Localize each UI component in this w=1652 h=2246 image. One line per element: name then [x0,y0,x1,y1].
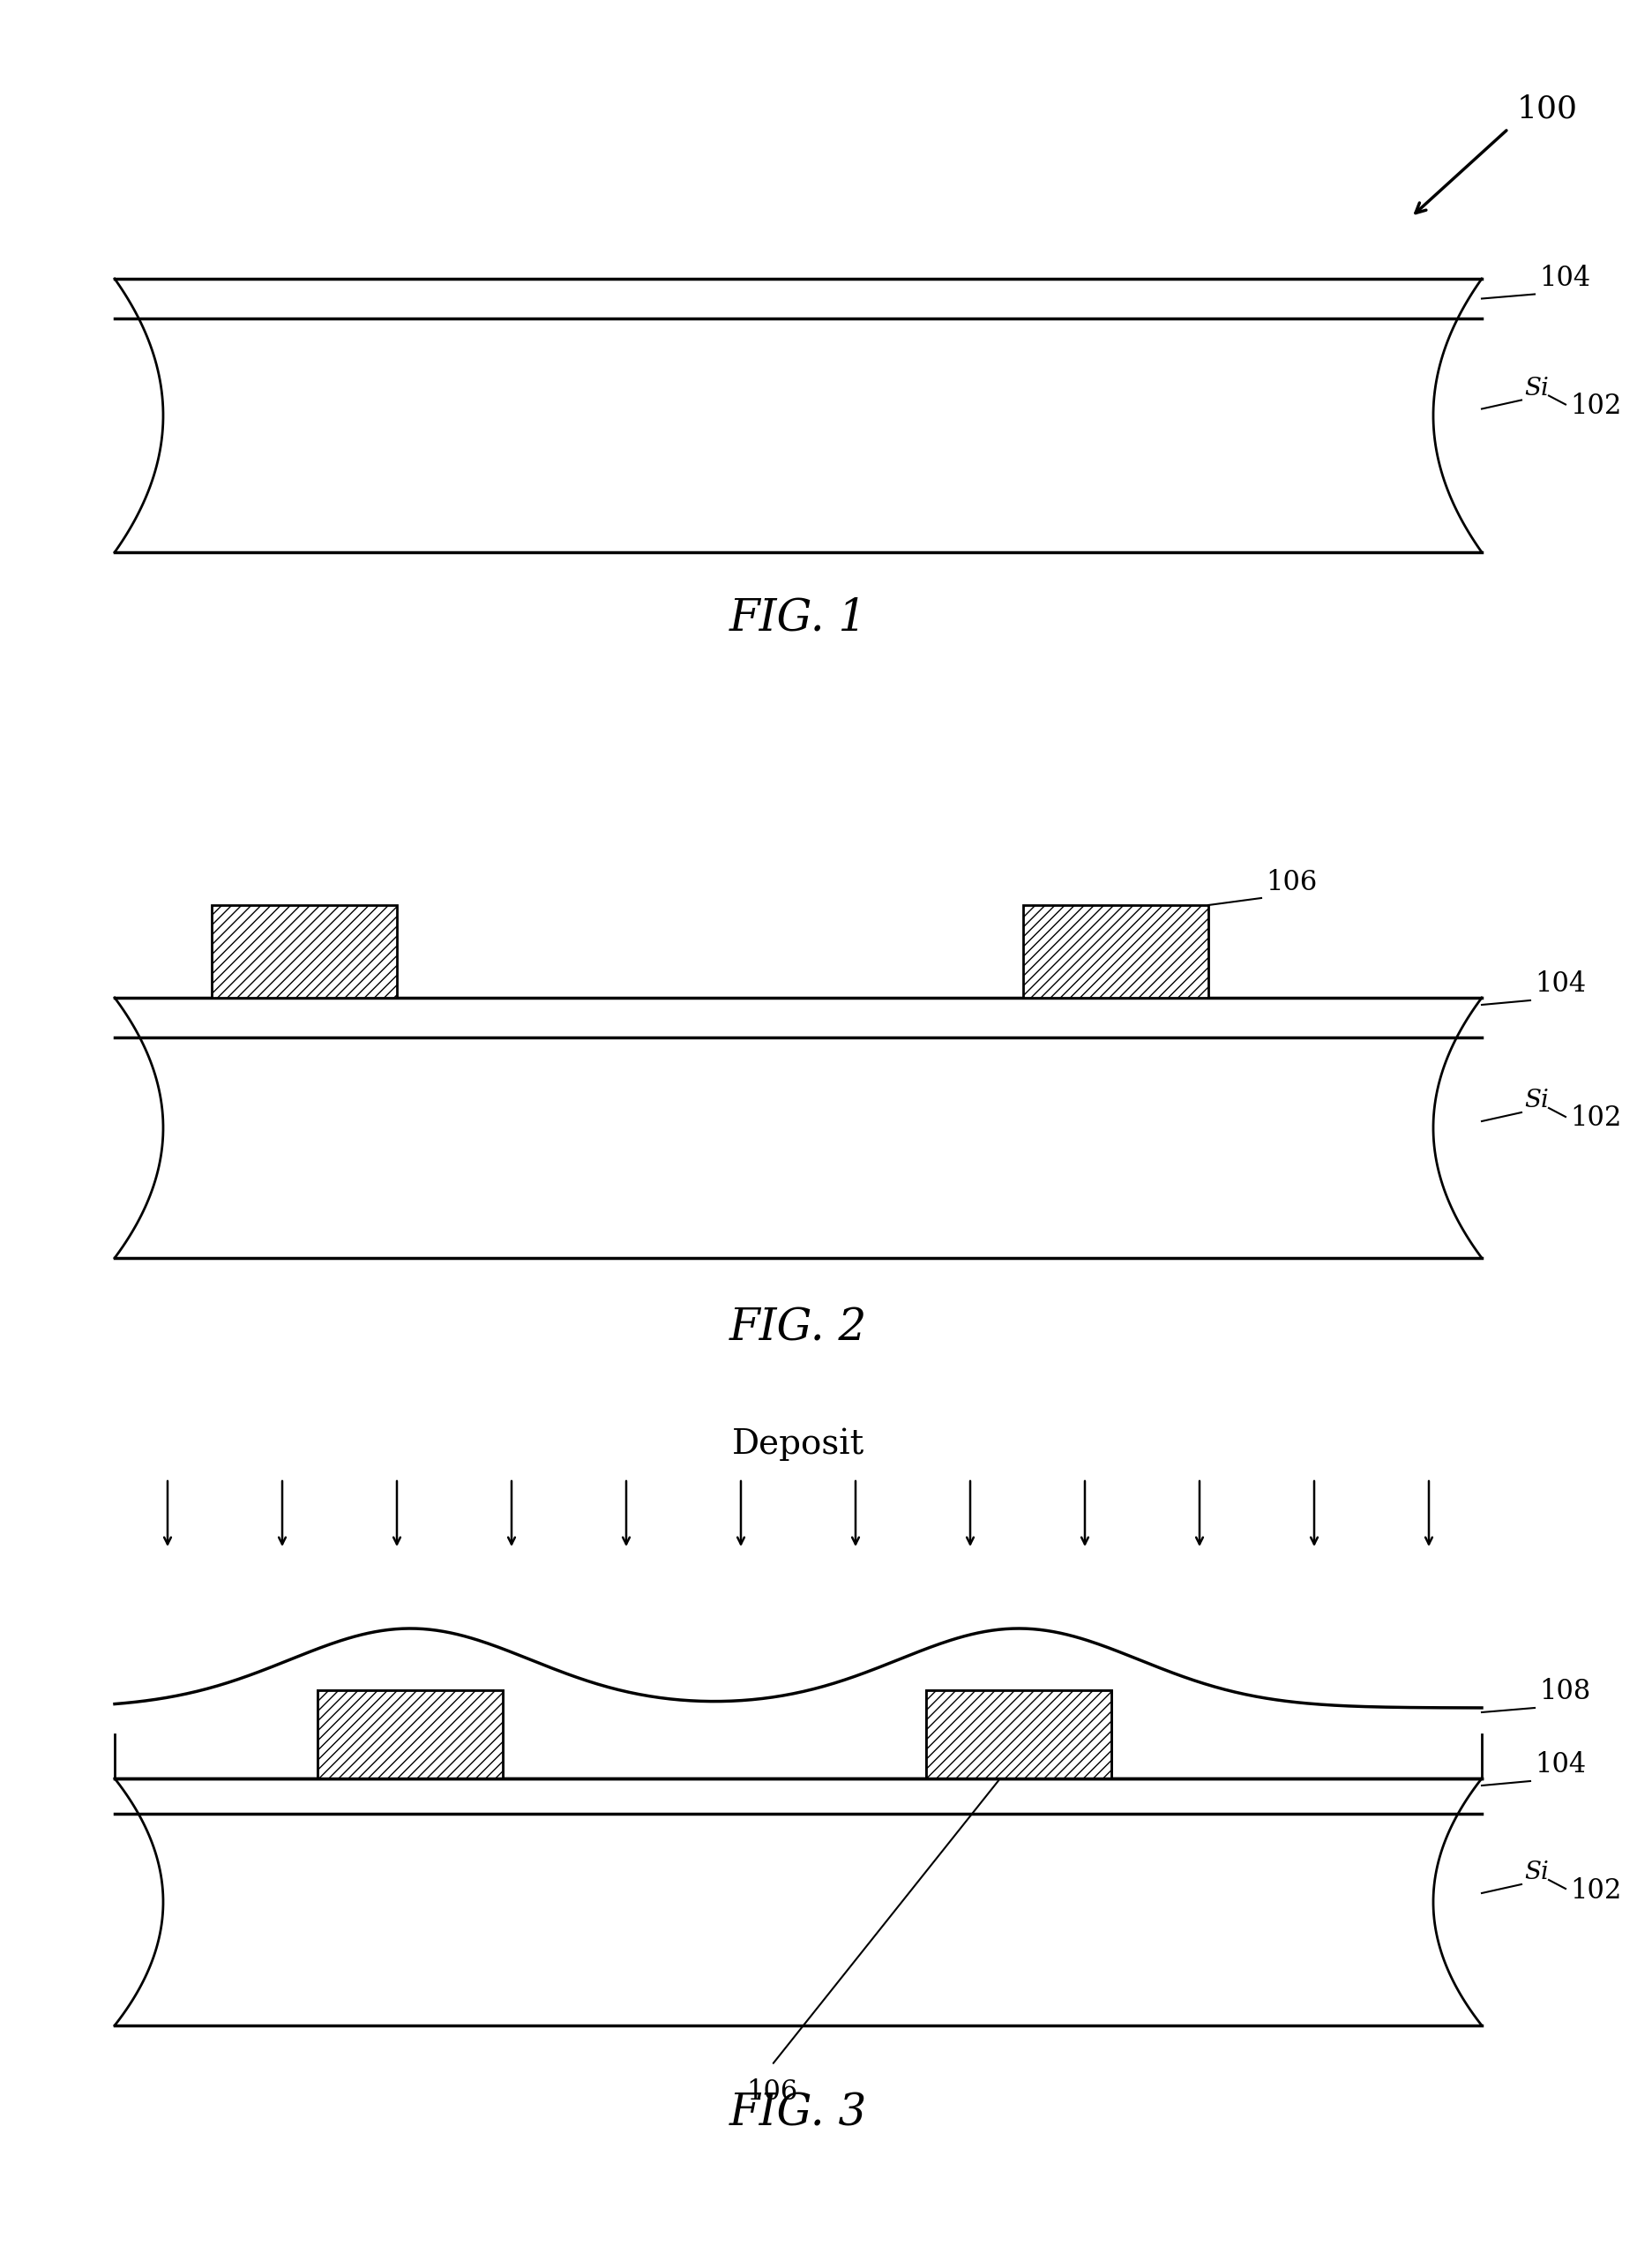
Text: 108: 108 [1538,1678,1589,1705]
Text: Si: Si [1523,1860,1548,1884]
Text: 100: 100 [1517,94,1578,124]
Bar [114,997,1480,1038]
Text: FIG. 2: FIG. 2 [729,1307,867,1350]
Bar [114,279,1480,319]
Text: FIG. 3: FIG. 3 [729,2091,867,2136]
Bar [317,1691,502,1779]
Text: 102: 102 [1569,393,1621,420]
Text: 102: 102 [1569,1105,1621,1132]
Text: Si: Si [1523,1089,1548,1112]
Text: 104: 104 [1533,970,1586,997]
Text: 104: 104 [1533,1752,1586,1779]
Bar [925,1691,1110,1779]
Polygon shape [1432,997,1480,1258]
Polygon shape [114,1779,164,2026]
Text: Deposit: Deposit [732,1428,864,1460]
Bar [211,905,396,997]
Polygon shape [1432,1779,1480,2026]
Bar [114,1038,1480,1258]
Text: 106: 106 [745,2078,796,2107]
Text: 106: 106 [1265,869,1317,896]
Bar [114,319,1480,553]
Bar [114,1815,1480,2026]
Text: 102: 102 [1569,1878,1621,1905]
Polygon shape [114,279,164,553]
Text: 104: 104 [1538,265,1589,292]
Bar [1023,905,1208,997]
Polygon shape [1432,279,1480,553]
Bar [317,1691,502,1779]
Bar [114,1779,1480,1815]
Text: FIG. 1: FIG. 1 [729,597,867,640]
Text: Si: Si [1523,377,1548,400]
Bar [925,1691,1110,1779]
Polygon shape [114,997,164,1258]
